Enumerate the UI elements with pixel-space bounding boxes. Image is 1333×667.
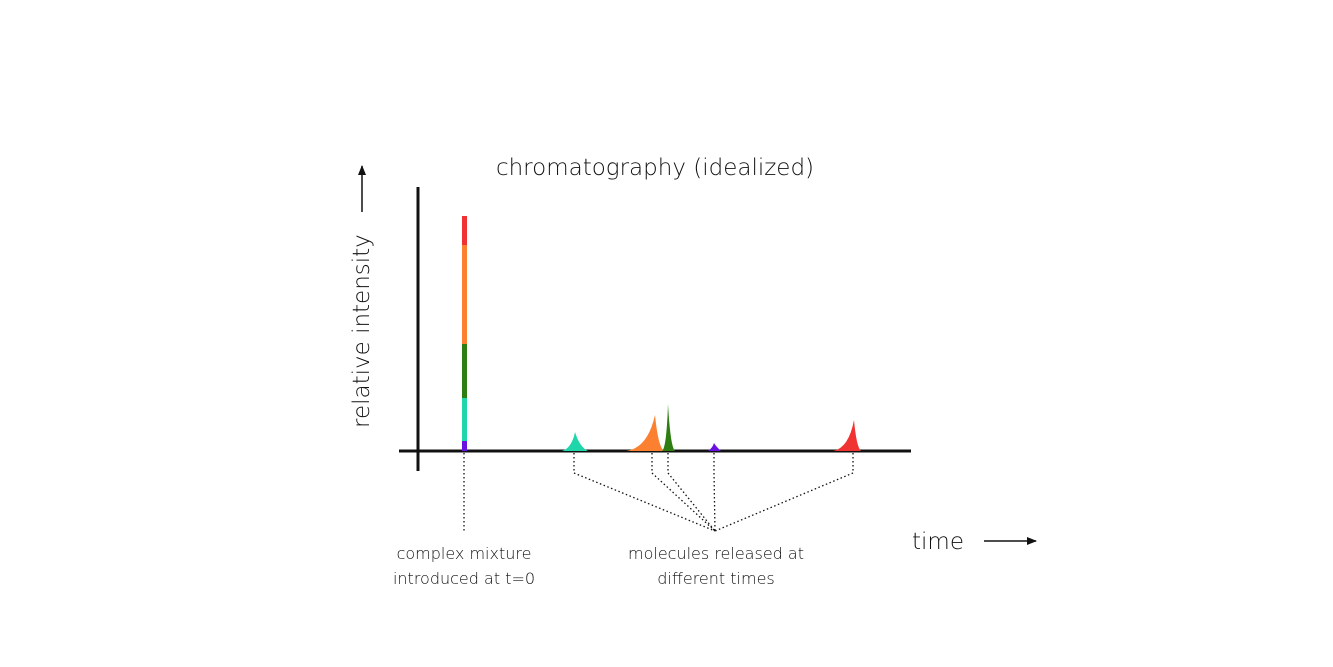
peak-orange xyxy=(626,415,664,451)
peak-red xyxy=(833,420,861,451)
peaks-group xyxy=(562,404,861,451)
mixture-segment-orange xyxy=(462,245,467,344)
mixture-label-line2: introduced at t=0 xyxy=(393,569,535,588)
peak-green xyxy=(662,404,675,451)
mixture-segment-purple xyxy=(462,441,467,451)
mixture-segment-green xyxy=(462,344,467,398)
connector-teal xyxy=(573,453,716,532)
peak-teal xyxy=(562,432,588,451)
mixture-label-line1: complex mixture xyxy=(397,544,532,563)
connector-orange xyxy=(651,453,716,532)
mixture-bar xyxy=(462,216,467,451)
mixture-segment-teal xyxy=(462,398,467,441)
connector-green xyxy=(667,453,716,532)
mixture-segment-red xyxy=(462,216,467,245)
released-label-line1: molecules released at xyxy=(628,544,804,563)
released-label-line2: different times xyxy=(657,569,775,588)
connector-purple xyxy=(713,453,716,532)
connector-red xyxy=(714,453,854,532)
x-axis-label: time xyxy=(912,529,964,555)
connector-lines xyxy=(463,453,854,533)
peak-purple xyxy=(708,443,721,451)
diagram-title: chromatography (idealized) xyxy=(496,155,814,181)
y-axis-label: relative intensity xyxy=(349,234,375,428)
